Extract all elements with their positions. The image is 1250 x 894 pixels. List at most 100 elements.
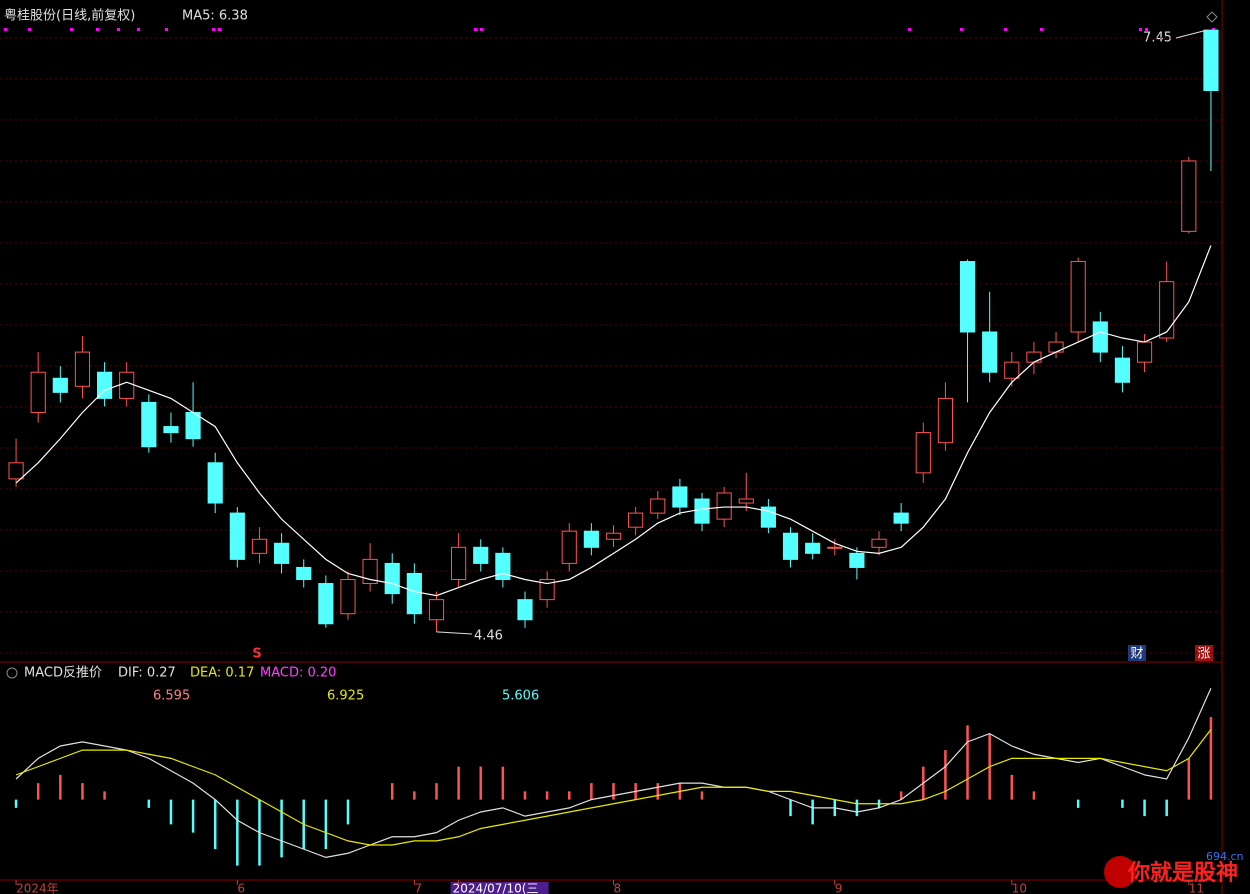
annotation-arrow	[1175, 29, 1208, 39]
candle-body	[229, 512, 245, 560]
x-tick-label: 8	[614, 882, 622, 894]
candle-body	[716, 492, 732, 520]
reverse-price: 5.606	[502, 689, 539, 704]
candle-body	[428, 599, 445, 621]
signal-dot	[4, 28, 7, 31]
legend-entry: MACD: 0.20	[260, 666, 336, 681]
candle-body	[495, 552, 511, 581]
candle-body	[539, 579, 555, 601]
candle-body	[1092, 321, 1108, 353]
candle-body	[871, 538, 887, 548]
date-highlight	[450, 882, 549, 894]
candle-body	[782, 532, 799, 560]
candle-body	[340, 579, 356, 615]
signal-dot	[474, 28, 477, 31]
watermark-site: 694.cn	[1206, 850, 1244, 863]
reverse-price: 6.925	[327, 689, 364, 704]
candle-body	[274, 542, 290, 564]
toggle-icon[interactable]	[6, 667, 18, 679]
candle-body	[694, 498, 710, 524]
candle-body	[1159, 281, 1175, 339]
candle-body	[583, 530, 599, 548]
reverse-price: 6.595	[153, 689, 190, 704]
candle-body	[849, 552, 865, 568]
legend-entry: DEA: 0.17	[190, 666, 254, 681]
signal-dot	[1212, 28, 1215, 31]
chart-title: 粤桂股份(日线,前复权)	[4, 8, 135, 24]
x-tick-label: 9	[835, 882, 843, 894]
candle-body	[937, 397, 953, 444]
signal-dot	[117, 28, 120, 31]
signal-dot	[70, 28, 73, 31]
candle-body	[384, 562, 400, 595]
candle-body	[1070, 261, 1086, 333]
candle-body	[141, 401, 157, 448]
candle-body	[318, 583, 334, 625]
candle-body	[119, 371, 135, 399]
candle-body	[1026, 351, 1042, 363]
candle-body	[738, 498, 754, 504]
candle-body	[672, 486, 688, 508]
candle-body	[30, 371, 46, 413]
candle-body	[96, 371, 113, 399]
x-tick-label: 2024/07/10(三	[453, 882, 539, 894]
signal-dot	[1145, 28, 1148, 31]
candle-body	[982, 331, 998, 373]
x-tick-label: 7	[414, 882, 422, 894]
candle-body	[959, 261, 976, 333]
marker-box	[1195, 645, 1213, 661]
candle-body	[1004, 361, 1020, 379]
candle-body	[362, 558, 378, 585]
candle-body	[1048, 341, 1064, 353]
diamond-icon	[1206, 11, 1218, 23]
candle-body	[207, 462, 223, 504]
watermark-logo	[1104, 856, 1136, 888]
legend-entry: DIF: 0.27	[118, 666, 176, 681]
signal-dot	[960, 28, 963, 31]
macd-line	[15, 688, 1212, 858]
candle-body	[628, 512, 644, 528]
candle-body	[805, 542, 821, 554]
macd-line	[15, 729, 1212, 846]
candle-body	[406, 572, 422, 615]
signal-dot	[1040, 28, 1043, 31]
event-marker: 涨	[1197, 647, 1210, 662]
candle-body	[473, 546, 489, 564]
legend-entry: MA5: 6.38	[182, 9, 248, 24]
candle-body	[1136, 341, 1153, 363]
event-marker: 财	[1130, 647, 1143, 662]
candle-body	[517, 599, 533, 621]
signal-dot	[96, 28, 99, 31]
candle-body	[1181, 160, 1197, 232]
low-annotation: 4.46	[474, 629, 503, 644]
signal-dot	[480, 28, 483, 31]
candle-body	[296, 566, 312, 581]
indicator-title: MACD反推价	[24, 666, 102, 681]
candle-body	[561, 530, 577, 564]
x-tick-label: 10	[1012, 882, 1027, 894]
signal-dot	[137, 28, 140, 31]
candle-body	[52, 377, 68, 393]
signal-dot	[1004, 28, 1007, 31]
candle-body	[74, 351, 91, 387]
high-annotation: 7.45	[1143, 31, 1172, 46]
candle-body	[650, 498, 666, 514]
candle-body	[1203, 29, 1219, 91]
candle-body	[827, 546, 843, 549]
candle-body	[605, 532, 622, 540]
candle-body	[451, 546, 467, 581]
candle-body	[185, 411, 201, 440]
annotation-arrow	[436, 631, 473, 635]
candle-body	[915, 432, 931, 474]
x-tick-label: 2024年	[16, 882, 59, 894]
candle-body	[8, 462, 24, 480]
candle-body	[893, 512, 909, 524]
signal-dot	[218, 28, 221, 31]
signal-dot	[908, 28, 911, 31]
ma-line	[15, 245, 1212, 597]
candle-body	[1114, 357, 1131, 383]
candle-body	[163, 426, 179, 434]
